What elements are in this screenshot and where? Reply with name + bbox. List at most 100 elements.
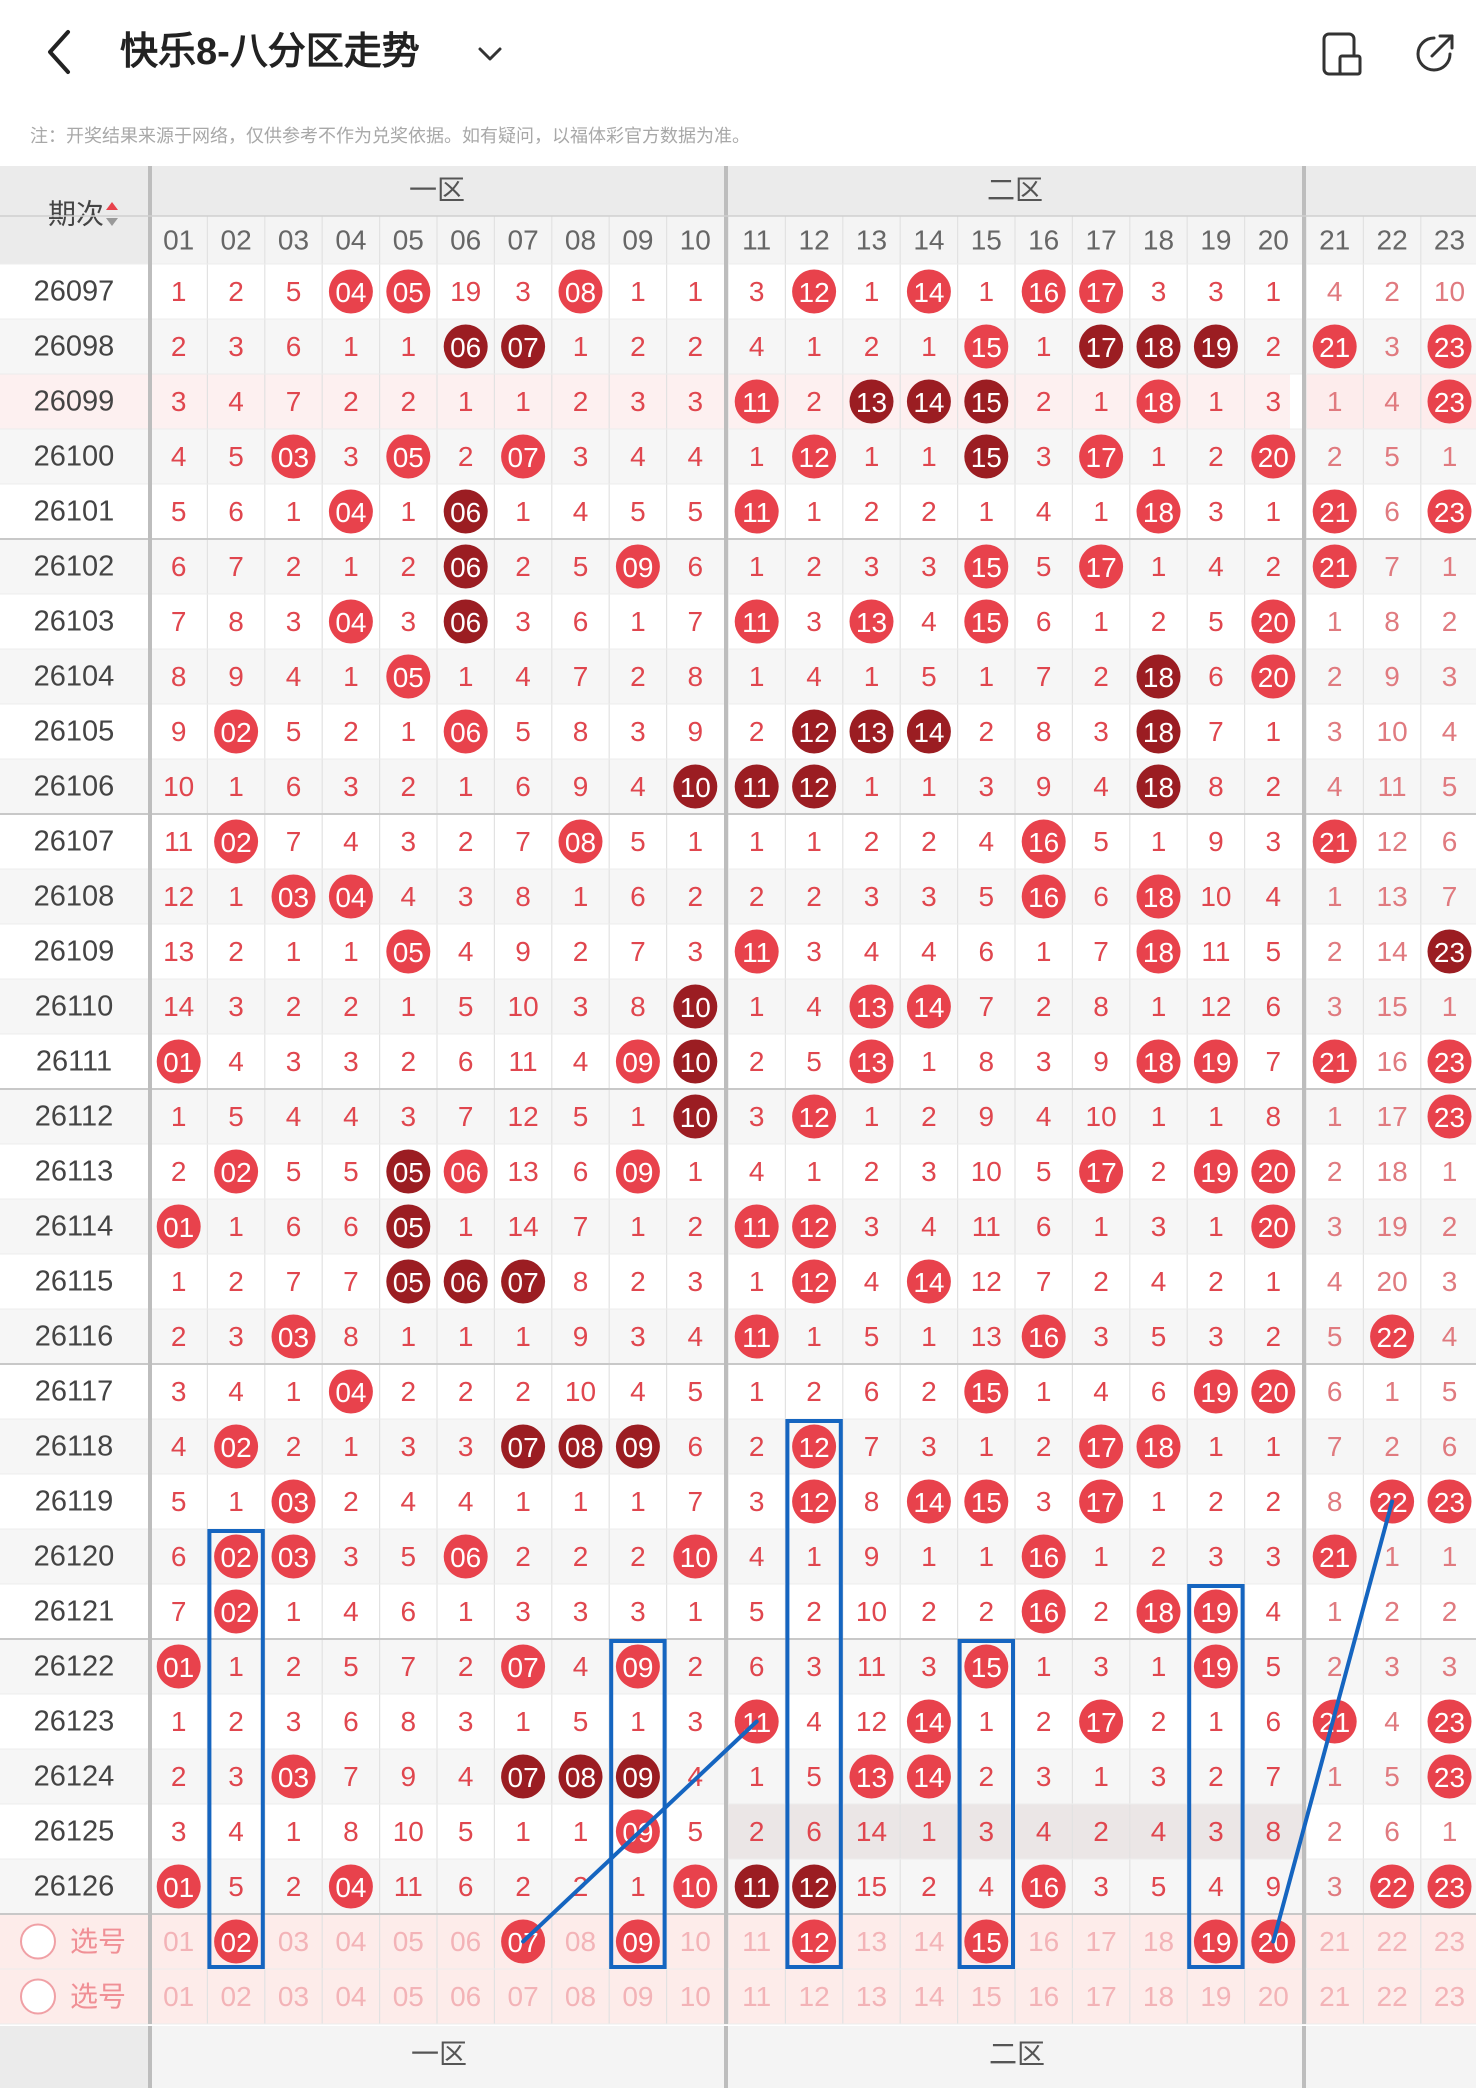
selected-ball-15[interactable]	[964, 1919, 1009, 1964]
select-number-04[interactable]: 04	[335, 1981, 366, 2012]
select-number-01[interactable]: 01	[163, 1926, 194, 1957]
hit-number: 16	[1028, 827, 1059, 858]
select-number-08[interactable]: 08	[565, 1926, 596, 1957]
miss-count: 2	[401, 386, 417, 417]
select-number-17[interactable]: 17	[1086, 1981, 1117, 2012]
hit-number: 23	[1434, 497, 1465, 528]
hit-number: 08	[565, 827, 596, 858]
miss-count: 1	[864, 441, 880, 472]
select-number-21[interactable]: 21	[1319, 1926, 1350, 1957]
miss-count: 1	[1151, 991, 1167, 1022]
select-number-14[interactable]: 14	[913, 1981, 944, 2012]
select-number-11[interactable]: 11	[742, 1981, 771, 2012]
hit-number: 17	[1086, 1487, 1117, 1518]
select-number-07[interactable]: 07	[508, 1981, 539, 2012]
select-number-01[interactable]: 01	[163, 1981, 194, 2012]
miss-count: 1	[401, 331, 417, 362]
select-number-06[interactable]: 06	[450, 1926, 481, 1957]
select-radio[interactable]	[20, 1978, 56, 2015]
select-number-20[interactable]: 20	[1258, 1981, 1289, 2012]
select-label[interactable]: 选号	[70, 1981, 126, 2012]
miss-count: 13	[971, 1321, 1002, 1352]
select-number-16[interactable]: 16	[1028, 1981, 1059, 2012]
selected-ball-12[interactable]	[792, 1919, 837, 1964]
hit-ball	[734, 929, 779, 974]
select-number-05[interactable]: 05	[393, 1926, 424, 1957]
miss-count: 3	[1384, 331, 1400, 362]
chevron-down-icon[interactable]	[472, 36, 508, 72]
period-cell: 26117	[35, 1376, 114, 1408]
row-highlight	[0, 374, 1290, 429]
hit-ball	[673, 1534, 718, 1579]
selected-ball-09[interactable]	[615, 1919, 660, 1964]
select-number-18[interactable]: 18	[1143, 1926, 1174, 1957]
sort-up-icon[interactable]	[106, 202, 118, 210]
hit-number: 23	[1434, 1102, 1465, 1133]
miss-count: 5	[1036, 1156, 1052, 1187]
select-number-22[interactable]: 22	[1377, 1981, 1408, 2012]
select-number-03[interactable]: 03	[278, 1926, 309, 1957]
miss-count: 3	[1208, 1541, 1224, 1572]
hit-number: 10	[680, 1872, 711, 1903]
selected-ball-02[interactable]	[214, 1919, 259, 1964]
miss-count: 3	[1208, 276, 1224, 307]
select-number-16[interactable]: 16	[1028, 1926, 1059, 1957]
select-number-02[interactable]: 02	[221, 1981, 252, 2012]
select-number-11[interactable]: 11	[742, 1926, 771, 1957]
period-column-header: 期次	[48, 199, 104, 230]
select-number-04[interactable]: 04	[335, 1926, 366, 1957]
miss-count: 6	[171, 1541, 187, 1572]
selected-number[interactable]: 12	[799, 1927, 830, 1958]
selected-number[interactable]: 15	[971, 1927, 1002, 1958]
miss-count: 1	[343, 331, 359, 362]
select-number-03[interactable]: 03	[278, 1981, 309, 2012]
select-number-17[interactable]: 17	[1086, 1926, 1117, 1957]
select-number-23[interactable]: 23	[1434, 1926, 1465, 1957]
hit-ball	[1193, 324, 1238, 369]
selected-number[interactable]: 02	[221, 1927, 252, 1958]
select-number-10[interactable]: 10	[680, 1926, 711, 1957]
chevron-left-icon[interactable]	[40, 24, 80, 80]
select-number-12[interactable]: 12	[799, 1981, 830, 2012]
select-number-18[interactable]: 18	[1143, 1981, 1174, 2012]
select-number-14[interactable]: 14	[913, 1926, 944, 1957]
miss-count: 7	[1266, 1046, 1282, 1077]
select-number-15[interactable]: 15	[971, 1981, 1002, 2012]
miss-count: 3	[921, 881, 937, 912]
select-number-13[interactable]: 13	[856, 1981, 887, 2012]
miss-count: 5	[286, 276, 302, 307]
annotation-line	[521, 1719, 759, 1944]
select-number-08[interactable]: 08	[565, 1981, 596, 2012]
column-header-03: 03	[278, 225, 309, 256]
select-number-19[interactable]: 19	[1200, 1981, 1231, 2012]
selected-ball-19[interactable]	[1193, 1919, 1238, 1964]
miss-count: 6	[573, 606, 589, 637]
select-number-21[interactable]: 21	[1319, 1981, 1350, 2012]
layout-toggle-icon[interactable]	[1318, 30, 1366, 78]
miss-count: 2	[343, 1486, 359, 1517]
select-label[interactable]: 选号	[70, 1926, 126, 1957]
select-number-05[interactable]: 05	[393, 1981, 424, 2012]
miss-count: 1	[979, 496, 995, 527]
select-number-23[interactable]: 23	[1434, 1981, 1465, 2012]
select-number-22[interactable]: 22	[1377, 1926, 1408, 1957]
miss-count: 6	[515, 771, 531, 802]
miss-count: 7	[1036, 661, 1052, 692]
hit-ball	[1312, 544, 1357, 589]
miss-count: 4	[573, 1651, 589, 1682]
select-number-09[interactable]: 09	[622, 1981, 653, 2012]
hit-ball	[849, 599, 894, 644]
miss-count: 1	[630, 1211, 646, 1242]
select-number-13[interactable]: 13	[856, 1926, 887, 1957]
hit-number: 10	[680, 1102, 711, 1133]
miss-count: 4	[1093, 771, 1109, 802]
selected-number[interactable]: 19	[1200, 1927, 1231, 1958]
select-number-10[interactable]: 10	[680, 1981, 711, 2012]
miss-count: 9	[864, 1541, 880, 1572]
selected-number[interactable]: 09	[622, 1927, 653, 1958]
select-radio[interactable]	[20, 1923, 56, 1960]
share-icon[interactable]	[1410, 30, 1458, 78]
hit-ball	[1251, 654, 1296, 699]
sort-down-icon[interactable]	[106, 218, 118, 226]
select-number-06[interactable]: 06	[450, 1981, 481, 2012]
